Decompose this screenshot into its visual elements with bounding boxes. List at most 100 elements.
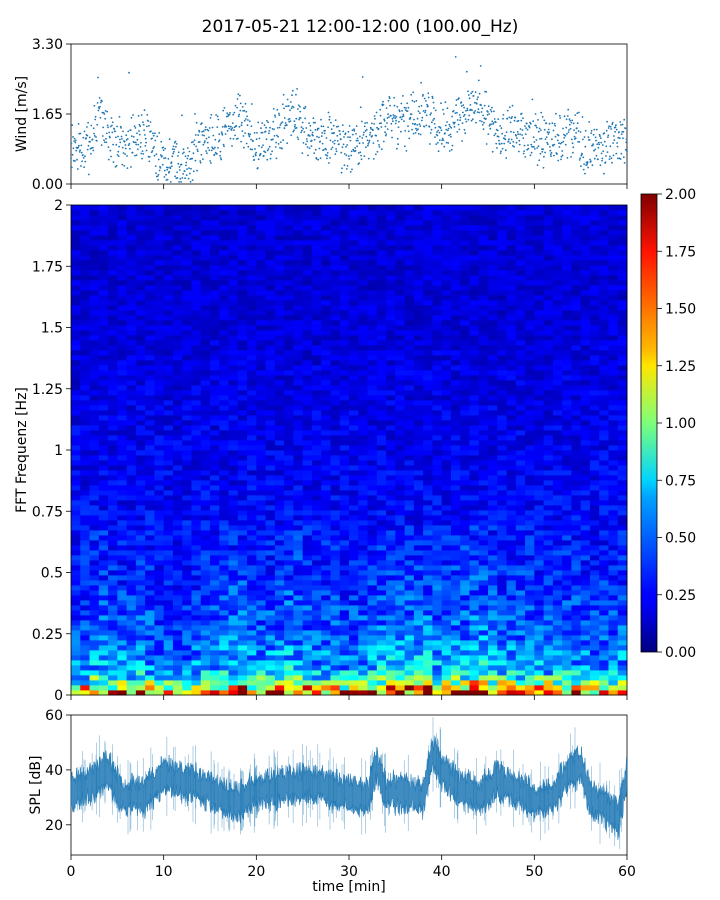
wind-point: [285, 105, 287, 108]
spectrogram-cell: [321, 585, 331, 591]
spectrogram-cell: [172, 645, 183, 651]
spectrogram-cell: [358, 575, 368, 581]
spectrogram-cell: [543, 620, 554, 626]
wind-point: [297, 138, 300, 141]
spectrogram-cell: [469, 435, 480, 441]
spectrogram-cell: [117, 450, 127, 456]
wind-point: [413, 100, 416, 103]
spectrogram-cell: [367, 610, 378, 616]
wind-point: [202, 158, 204, 161]
wind-point: [590, 132, 593, 135]
spectrogram-cell: [145, 515, 155, 521]
spectrogram-cell: [219, 415, 229, 421]
spectrogram-cell: [589, 500, 600, 506]
spectrogram-cell: [358, 690, 368, 696]
spectrogram-cell: [497, 430, 507, 436]
spectrogram-cell: [219, 520, 229, 526]
spectrogram-cell: [478, 440, 489, 446]
spectrogram-cell: [552, 495, 563, 501]
wind-point: [552, 129, 555, 132]
wind-point: [173, 150, 175, 153]
wind-point: [200, 122, 203, 125]
wind-point: [576, 122, 579, 125]
spectrogram-cell: [552, 680, 563, 686]
spectrogram-cell: [488, 440, 498, 446]
wind-point: [123, 165, 126, 167]
wind-point: [416, 117, 419, 120]
wind-point: [515, 134, 517, 137]
wind-point: [590, 129, 593, 132]
spectrogram-cell: [497, 425, 507, 431]
spectrogram-cell: [210, 635, 220, 641]
spectrogram-cell: [80, 565, 90, 571]
spectrogram-cell: [71, 630, 81, 636]
spectrogram-cell: [191, 405, 202, 411]
spectrogram-cell: [339, 425, 350, 431]
spectrogram-cell: [515, 560, 526, 566]
spectrogram-cell: [117, 495, 127, 501]
wind-point: [499, 152, 502, 155]
spectrogram-cell: [339, 535, 350, 541]
spectrogram-cell: [71, 620, 81, 626]
spectrogram-cell: [395, 515, 405, 521]
spectrogram-cell: [534, 525, 544, 531]
wind-point: [162, 149, 165, 152]
wind-point: [175, 145, 177, 148]
spectrogram-cell: [135, 485, 146, 491]
spectrogram-cell: [182, 495, 192, 501]
spectrogram-cell: [89, 620, 100, 626]
spectrogram-cell: [386, 605, 396, 611]
spectrogram-cell: [608, 670, 619, 676]
spectrogram-cell: [404, 665, 415, 671]
spectrogram-cell: [200, 610, 211, 616]
spectrogram-cell: [562, 495, 572, 501]
spectrogram-cell: [376, 460, 387, 466]
spectrogram-cell: [432, 450, 443, 456]
spectrogram-cell: [525, 525, 535, 531]
spectrogram-cell: [71, 490, 81, 496]
spectrogram-cell: [311, 675, 322, 681]
spectrogram-cell: [469, 665, 480, 671]
spectrogram-cell: [117, 565, 127, 571]
spectrogram-cell: [552, 510, 563, 516]
wind-point: [609, 145, 612, 148]
spectrogram-cell: [423, 535, 433, 541]
spectrogram-cell: [543, 520, 554, 526]
spectrogram-cell: [274, 685, 285, 691]
wind-point: [248, 120, 251, 123]
spectrogram-cell: [302, 570, 313, 576]
wind-point: [173, 148, 176, 151]
wind-point: [421, 116, 424, 119]
wind-point: [599, 137, 602, 140]
wind-point: [560, 158, 562, 161]
spectrogram-cell: [478, 690, 489, 696]
wind-point: [422, 93, 424, 96]
spectrogram-cell: [154, 425, 165, 431]
spectrogram-cell: [330, 595, 341, 601]
spectrogram-cell: [210, 425, 220, 431]
spectrogram-cell: [256, 455, 266, 461]
spectrogram-cell: [237, 555, 248, 561]
wind-point: [569, 127, 572, 130]
spectrogram-cell: [321, 590, 331, 596]
wind-point: [157, 173, 160, 176]
wind-point: [276, 108, 279, 111]
spectrogram-cell: [515, 435, 526, 441]
spectrogram-cell: [98, 630, 109, 636]
spectrogram-cell: [108, 595, 118, 601]
spectrogram-cell: [386, 685, 396, 691]
spectrogram-cell: [302, 650, 313, 656]
wind-point: [99, 105, 101, 108]
spectrogram-cell: [154, 600, 165, 606]
spectrogram-cell: [506, 460, 517, 466]
spectrogram-cell: [219, 660, 229, 666]
spectrogram-cell: [247, 425, 257, 431]
wind-point: [257, 121, 260, 124]
spectrogram-cell: [191, 545, 202, 551]
wind-point: [170, 161, 173, 164]
spectrogram-cell: [488, 465, 498, 471]
spectrogram-cell: [71, 660, 81, 666]
spectrogram-cell: [135, 460, 146, 466]
spectrogram-cell: [71, 505, 81, 511]
spectrogram-cell: [617, 420, 628, 426]
